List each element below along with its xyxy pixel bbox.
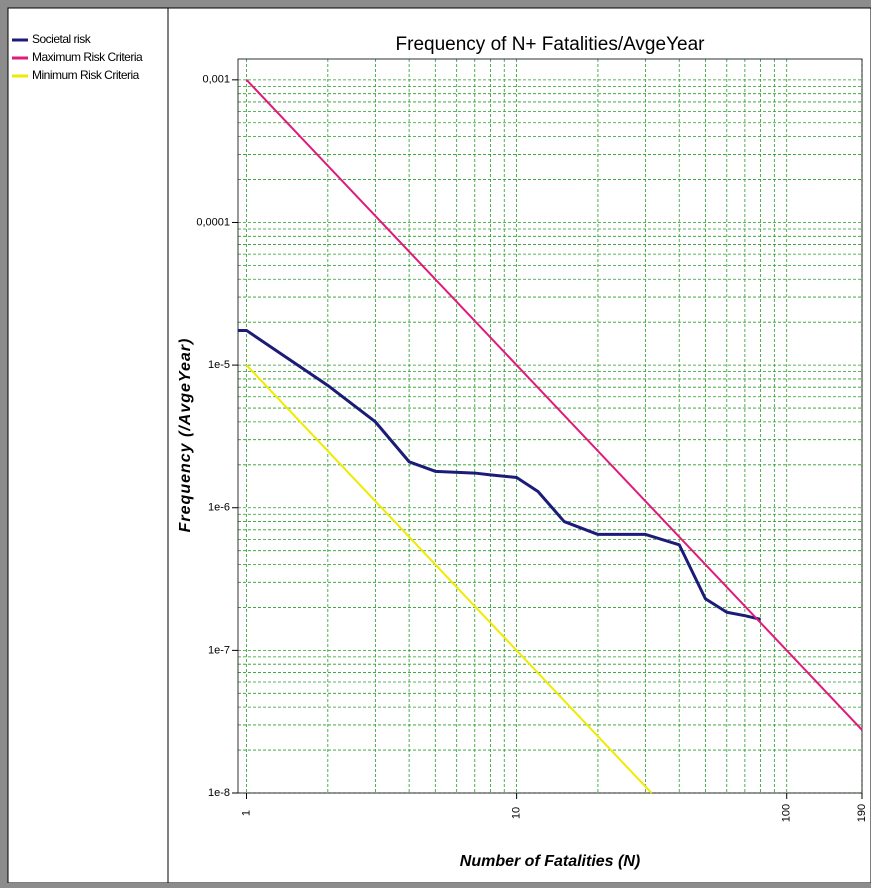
y-tick-label: 1e-8	[208, 787, 230, 799]
y-tick-label: 0,0001	[196, 216, 230, 228]
panel	[7, 7, 871, 884]
plot-frame	[237, 58, 863, 794]
series-line	[245, 79, 863, 731]
series-line	[245, 364, 653, 794]
series-line	[238, 328, 761, 621]
legend-label: Minimum Risk Criteria	[32, 68, 140, 82]
y-axis-label: Frequency (/AvgeYear)	[177, 338, 194, 533]
x-tick-label: 190	[856, 804, 868, 822]
y-tick-label: 1e-7	[208, 644, 230, 656]
y-tick-label: 1e-6	[208, 502, 230, 514]
x-tick-label: 10	[511, 807, 523, 819]
chart-title: Frequency of N+ Fatalities/AvgeYear	[396, 34, 706, 55]
x-tick-label: 100	[781, 804, 793, 822]
y-tick-label: 1e-5	[208, 359, 230, 371]
x-axis-label: Number of Fatalities (N)	[460, 853, 640, 870]
y-tick-label: 0,001	[202, 74, 230, 86]
x-tick-label: 1	[240, 810, 252, 816]
legend-label: Maximum Risk Criteria	[32, 50, 143, 64]
legend-label: Societal risk	[32, 32, 92, 46]
